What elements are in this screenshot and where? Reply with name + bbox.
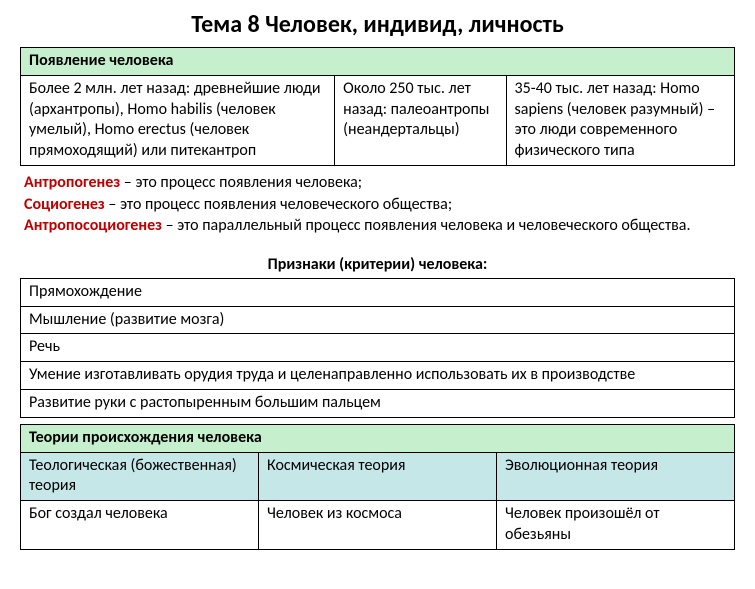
theories-table: Теории происхождения человека Теологичес… — [20, 424, 735, 550]
term: Социогенез — [24, 195, 105, 214]
term-text: – это процесс появления человека; — [120, 173, 362, 192]
appearance-cell-2: 35-40 тыс. лет назад: Homo sapiens (чело… — [506, 75, 734, 165]
criteria-table: Прямохождение Мышление (развитие мозга) … — [20, 278, 735, 418]
appearance-cell-0: Более 2 млн. лет назад: древнейшие люди … — [21, 75, 335, 165]
page-title: Тема 8 Человек, индивид, личность — [20, 10, 735, 39]
appearance-header: Появление человека — [21, 48, 735, 76]
criteria-row: Речь — [21, 334, 735, 362]
theory-col-0: Теологическая (божественная) теория — [21, 452, 259, 501]
criteria-row: Умение изготавливать орудия труда и целе… — [21, 362, 735, 390]
appearance-table: Появление человека Более 2 млн. лет наза… — [20, 47, 735, 166]
theory-col-1: Космическая теория — [259, 452, 497, 501]
theory-cell-0: Бог создал человека — [21, 501, 259, 550]
definition-row: Антропосоциогенез – это параллельный про… — [24, 215, 735, 237]
term-text: – это процесс появления человеческого об… — [105, 195, 452, 214]
theories-header: Теории происхождения человека — [21, 424, 735, 452]
theory-cell-2: Человек произошёл от обезьяны — [497, 501, 735, 550]
term: Антропосоциогенез — [24, 216, 162, 235]
criteria-row: Прямохождение — [21, 278, 735, 306]
definitions-block: Антропогенез – это процесс появления чел… — [24, 172, 735, 237]
criteria-row: Развитие руки с растопыренным большим па… — [21, 389, 735, 417]
theory-cell-1: Человек из космоса — [259, 501, 497, 550]
definition-row: Социогенез – это процесс появления челов… — [24, 194, 735, 216]
term: Антропогенез — [24, 173, 120, 192]
theory-col-2: Эволюционная теория — [497, 452, 735, 501]
appearance-cell-1: Около 250 тыс. лет назад: палеоантропы (… — [335, 75, 506, 165]
criteria-title: Признаки (критерии) человека: — [20, 255, 735, 274]
criteria-row: Мышление (развитие мозга) — [21, 306, 735, 334]
term-text: – это параллельный процесс появления чел… — [162, 216, 691, 235]
definition-row: Антропогенез – это процесс появления чел… — [24, 172, 735, 194]
